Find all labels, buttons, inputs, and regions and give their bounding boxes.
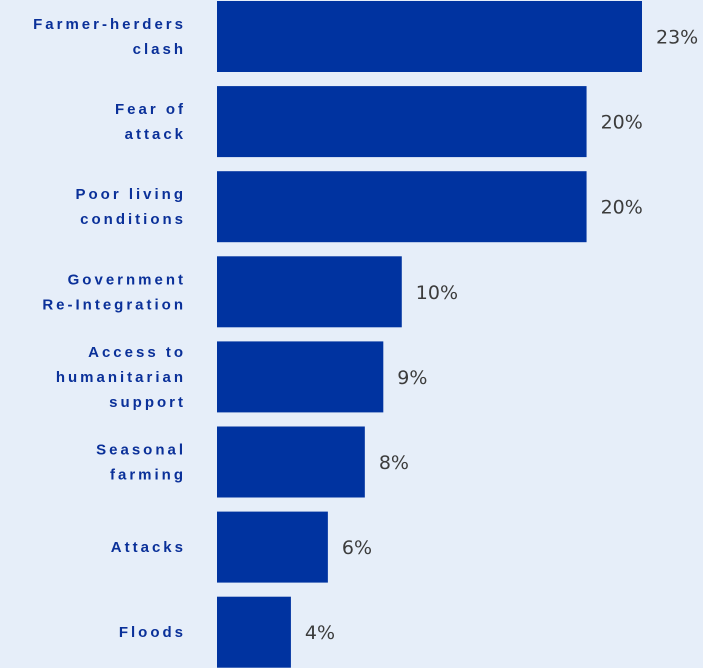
bar-0 [217,1,642,72]
bar-4 [217,341,384,413]
value-label-4: 9% [397,367,427,389]
category-label-3: Government Re-Integration [42,271,186,313]
value-label-5: 8% [379,452,409,474]
category-label-line: Floods [119,624,186,641]
category-label-line: farming [110,467,186,484]
category-label-line: Access to [88,344,186,361]
bar-2 [217,171,587,243]
value-label-0: 23% [656,27,698,49]
value-label-7: 4% [305,622,335,644]
value-label-2: 20% [601,197,643,219]
value-label-6: 6% [342,537,372,559]
category-label-5: Seasonal farming [96,442,186,484]
category-label-7: Floods [119,624,186,641]
value-label-1: 20% [601,112,643,134]
category-label-line: support [109,394,186,411]
category-label-line: attack [125,126,186,143]
category-label-line: conditions [80,211,186,228]
category-label-line: Farmer-herders [33,16,186,33]
bar-3 [217,256,402,328]
bar-6 [217,511,328,583]
category-label-line: Attacks [111,539,186,556]
value-label-3: 10% [416,282,458,304]
category-label-0: Farmer-herders clash [33,16,186,58]
category-label-line: Poor living [75,186,186,203]
category-label-line: Seasonal [96,442,186,459]
category-label-line: Government [68,271,186,288]
category-label-1: Fear of attack [115,101,186,143]
category-label-line: Re-Integration [42,296,186,313]
category-label-4: Access to humanitarian support [56,344,186,411]
bar-5 [217,426,365,498]
bar-1 [217,86,587,158]
category-label-line: humanitarian [56,369,186,386]
category-label-line: Fear of [115,101,186,118]
category-label-line: clash [133,41,186,58]
category-label-2: Poor living conditions [75,186,186,228]
bar-7 [217,596,291,668]
category-label-6: Attacks [111,539,186,556]
